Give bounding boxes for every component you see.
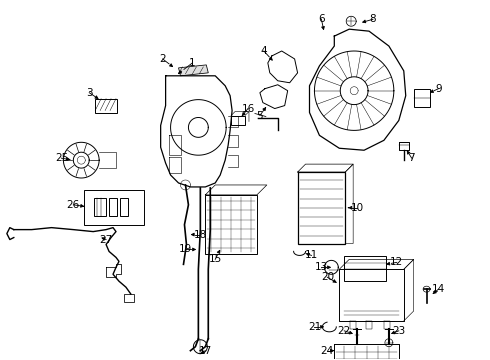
Text: 27: 27 [99, 234, 113, 244]
Text: 16: 16 [242, 104, 255, 113]
Text: 11: 11 [305, 251, 318, 260]
Text: 19: 19 [179, 244, 192, 255]
Bar [297, 172, 345, 243]
Bar [205, 195, 257, 255]
Text: 4: 4 [261, 46, 267, 56]
Text: 7: 7 [408, 153, 415, 163]
Text: 5: 5 [257, 111, 263, 121]
Bar [414, 89, 430, 107]
Bar [84, 190, 144, 225]
Text: 20: 20 [321, 272, 334, 282]
Text: 2: 2 [159, 54, 166, 64]
Text: 25: 25 [55, 153, 68, 163]
Bar [94, 198, 106, 216]
Text: 14: 14 [432, 284, 445, 294]
Bar [231, 116, 245, 125]
Text: 23: 23 [392, 326, 405, 336]
Bar [344, 256, 386, 281]
Text: 21: 21 [308, 322, 321, 332]
Text: 10: 10 [350, 203, 364, 213]
Text: 8: 8 [369, 14, 376, 24]
Text: 22: 22 [338, 326, 351, 336]
Text: 12: 12 [390, 257, 403, 267]
Text: 15: 15 [209, 255, 222, 264]
Bar [95, 99, 117, 113]
Bar [120, 198, 128, 216]
Bar [109, 198, 117, 216]
Polygon shape [178, 65, 208, 76]
Text: 24: 24 [321, 346, 334, 356]
Text: 13: 13 [315, 262, 328, 272]
Text: 18: 18 [194, 230, 207, 239]
Text: 17: 17 [198, 346, 212, 356]
Text: 9: 9 [435, 84, 442, 94]
Bar [124, 294, 134, 302]
Text: 3: 3 [86, 88, 93, 98]
Text: 1: 1 [189, 58, 196, 68]
Text: 6: 6 [318, 14, 325, 24]
Text: 26: 26 [67, 200, 80, 210]
